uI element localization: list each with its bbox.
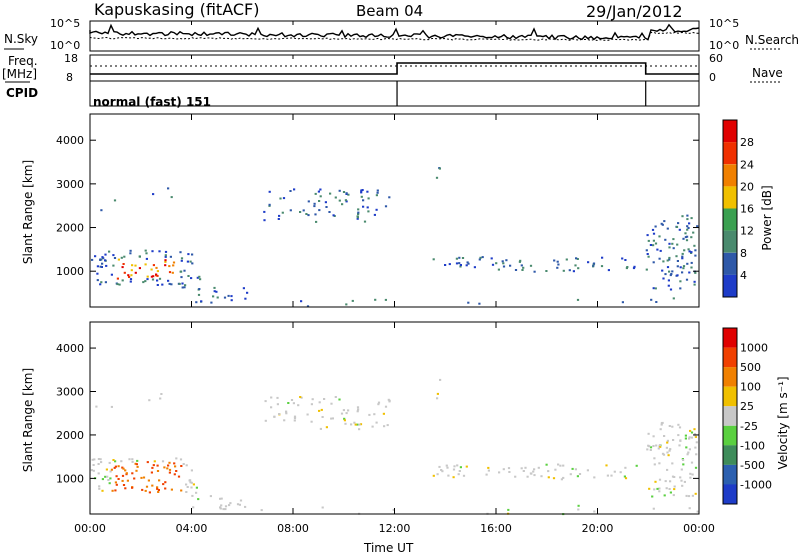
velocity-colorbar-tick: -100: [740, 439, 765, 452]
nsearch-trace: [89, 31, 700, 42]
velocity-panel-bg: [90, 322, 699, 514]
xtick-label: 16:00: [480, 522, 512, 535]
velocity-ytick-label: 3000: [56, 386, 84, 399]
nsearch-label: N.Search: [745, 33, 800, 47]
velocity-ytick-label: 1000: [56, 472, 84, 485]
noise-axis-top-left: 10^5: [50, 17, 81, 30]
velocity-ytick-label: 2000: [56, 429, 84, 442]
power-ytick-label: 3000: [56, 178, 84, 191]
freq-trace: [90, 62, 699, 75]
power-ytick-label: 4000: [56, 134, 84, 147]
velocity-echo-cells: [90, 378, 699, 516]
station-title: Kapuskasing (fitACF): [94, 0, 260, 19]
nave-axis-top: 60: [709, 52, 723, 65]
power-colorbar-cell: [723, 252, 737, 275]
noise-axis-bottom-left: 10^0: [50, 39, 81, 52]
power-colorbar-cell: [723, 120, 737, 143]
xtick-label: 12:00: [379, 522, 411, 535]
velocity-colorbar-cell: [723, 386, 737, 407]
nave-label: Nave: [752, 66, 783, 80]
velocity-colorbar-cell: [723, 328, 737, 348]
velocity-colorbar-frame: [722, 327, 738, 505]
power-colorbar-cell: [723, 186, 737, 209]
xtick-label: 08:00: [277, 522, 309, 535]
velocity-colorbar-cell: [723, 445, 737, 465]
xtick-label: 20:00: [582, 522, 614, 535]
power-echo-cells: [91, 167, 699, 308]
power-colorbar-cell: [723, 274, 737, 297]
velocity-colorbar-cell: [723, 367, 737, 387]
power-ytick-label: 2000: [56, 222, 84, 235]
power-colorbar-tick: 20: [740, 180, 754, 193]
velocity-colorbar-tick: -500: [740, 459, 765, 472]
freq-axis-bottom: 8: [66, 71, 73, 84]
xtick-label: 04:00: [176, 522, 208, 535]
nave-axis-bottom: 0: [709, 71, 716, 84]
power-colorbar-tick: 24: [740, 158, 754, 171]
xtick-label: 00:00: [683, 522, 715, 535]
power-colorbar-cell: [723, 164, 737, 187]
power-colorbar-tick: 12: [740, 225, 754, 238]
power-ytick-label: 1000: [56, 265, 84, 278]
velocity-colorbar-tick: 25: [740, 400, 754, 413]
freq-axis-top: 18: [64, 52, 78, 65]
power-panel-bg: [90, 114, 699, 307]
cpid-label: CPID: [6, 86, 39, 100]
velocity-colorbar-tick: 1000: [740, 342, 768, 355]
velocity-colorbar-tick: 500: [740, 361, 761, 374]
power-colorbar-frame: [722, 119, 738, 298]
power-colorbar-tick: 4: [740, 269, 747, 282]
nsky-trace: [89, 23, 700, 41]
velocity-colorbar-cell: [723, 484, 737, 504]
cpid-panel-frame: [89, 80, 700, 107]
cpid-text: normal (fast) 151: [93, 95, 211, 109]
velocity-colorbar-tick: -25: [740, 420, 758, 433]
power-colorbar-cell: [723, 230, 737, 253]
velocity-colorbar-cell: [723, 464, 737, 485]
nsky-label: N.Sky: [4, 32, 39, 46]
noise-axis-bottom-right: 10^0: [709, 39, 740, 52]
freq-label: Freq.: [8, 54, 38, 68]
xaxis-label: Time UT: [364, 541, 414, 555]
power-colorbar-cell: [723, 142, 737, 165]
xtick-label: 00:00: [74, 522, 106, 535]
mhz-label: [MHz]: [2, 67, 38, 81]
noise-axis-top-right: 10^5: [709, 17, 740, 30]
velocity-colorbar-cell: [723, 347, 737, 368]
power-colorbar-tick: 16: [740, 203, 754, 216]
power-colorbar-cell: [723, 208, 737, 231]
power-colorbar-tick: 28: [740, 136, 754, 149]
beam-label: Beam 04: [356, 2, 424, 20]
velocity-colorbar-cell: [723, 406, 737, 426]
velocity-colorbar-tick: 100: [740, 381, 761, 394]
velocity-colorbar-cell: [723, 425, 737, 446]
noise-panel-frame: [89, 20, 700, 52]
velocity-colorbar-tick: -1000: [740, 478, 772, 491]
velocity-ytick-label: 4000: [56, 342, 84, 355]
date-label: 29/Jan/2012: [586, 2, 683, 21]
power-colorbar-tick: 8: [740, 247, 747, 260]
